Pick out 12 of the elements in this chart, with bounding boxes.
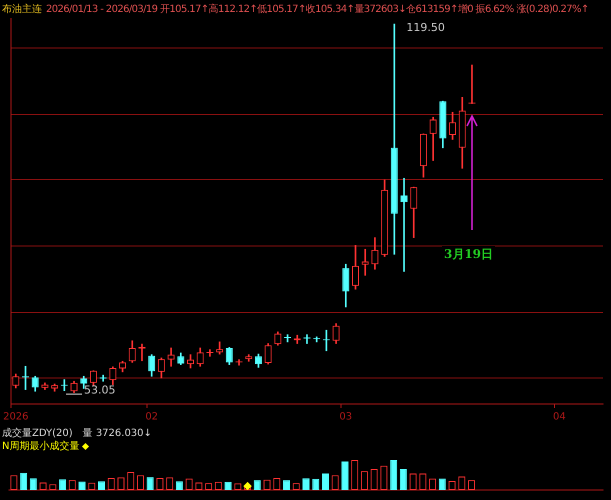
annotation: 53.05 [84,383,116,396]
annotation: 119.50 [406,20,445,34]
x-tick-label: 02 [145,412,158,423]
legend-label: N周期最小成交量 [2,440,80,453]
chart-title: 布油主连 [2,3,42,16]
x-tick-label: 2026 [3,412,29,423]
text: 量 3726.030↓ [82,428,152,439]
chart-title: 成交量ZDY(20) [2,428,73,439]
annotation: 3月19日 [442,246,496,263]
x-tick-label: 03 [339,412,352,423]
x-tick-label: 04 [552,412,566,423]
chart-subtitle: 2026/01/13 - 2026/03/19 开105.17↑高112.12↑低105.17↑收105.34↑量372603↓仓613159↑增0 振6.62% 涨(0.28)0.27%↑ [46,3,589,16]
